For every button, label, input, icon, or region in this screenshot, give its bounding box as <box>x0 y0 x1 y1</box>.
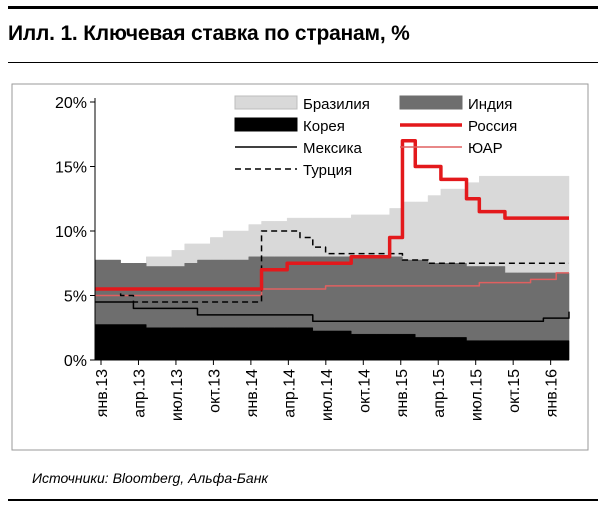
y-tick-label: 0% <box>64 353 87 370</box>
chart-title: Илл. 1. Ключевая ставка по странам, % <box>8 22 410 45</box>
area-series <box>94 175 570 361</box>
x-tick-label: окт.15 <box>506 369 523 413</box>
x-tick-label: янв.16 <box>544 369 561 417</box>
legend-label: ЮАР <box>468 140 503 157</box>
legend-label: Мексика <box>303 140 363 157</box>
axes: 0% 5% 10% 15% 20% янв.13 апр.13 июл.13 окт.13 янв… <box>55 95 569 421</box>
x-tick-label: янв.13 <box>94 369 111 417</box>
legend-label: Бразилия <box>303 96 370 113</box>
x-tick-label: окт.14 <box>356 369 373 413</box>
title-rule <box>8 62 598 63</box>
legend-swatch <box>234 95 298 110</box>
x-tick-label: апр.14 <box>281 369 298 418</box>
series-3-line <box>95 138 569 291</box>
x-tick-label: апр.15 <box>431 369 448 418</box>
series-6-line <box>95 230 569 303</box>
legend-label: Россия <box>468 118 517 135</box>
y-tick-label: 15% <box>55 160 87 177</box>
top-rule <box>8 6 598 9</box>
x-tick-label: окт.13 <box>206 369 223 413</box>
legend-swatch <box>399 95 463 110</box>
x-tick-label: янв.15 <box>394 369 411 417</box>
series-4-line <box>95 301 570 323</box>
line-series <box>95 138 570 323</box>
x-tick-label: апр.13 <box>131 369 148 418</box>
legend-label: Корея <box>303 118 345 135</box>
y-tick-label: 20% <box>55 95 87 112</box>
source-note: Источники: Bloomberg, Альфа-Банк <box>32 470 269 486</box>
rate-chart: 0% 5% 10% 15% 20% янв.13 апр.13 июл.13 окт.13 янв… <box>11 83 589 451</box>
x-tick-label: июл.14 <box>319 369 336 421</box>
series-5-line <box>95 272 569 297</box>
y-tick-label: 10% <box>55 224 87 241</box>
series-2-area <box>94 324 570 361</box>
x-tick-label: июл.15 <box>469 369 486 421</box>
legend-label: Индия <box>468 96 512 113</box>
x-tick-label: июл.13 <box>169 369 186 421</box>
legend-swatch <box>234 117 298 132</box>
bottom-rule <box>8 499 598 501</box>
x-tick-label: янв.14 <box>244 369 261 417</box>
legend: Бразилия Индия Корея Россия Мексика ЮАР Турция <box>234 95 517 179</box>
legend-label: Турция <box>303 162 352 179</box>
y-tick-label: 5% <box>64 289 87 306</box>
